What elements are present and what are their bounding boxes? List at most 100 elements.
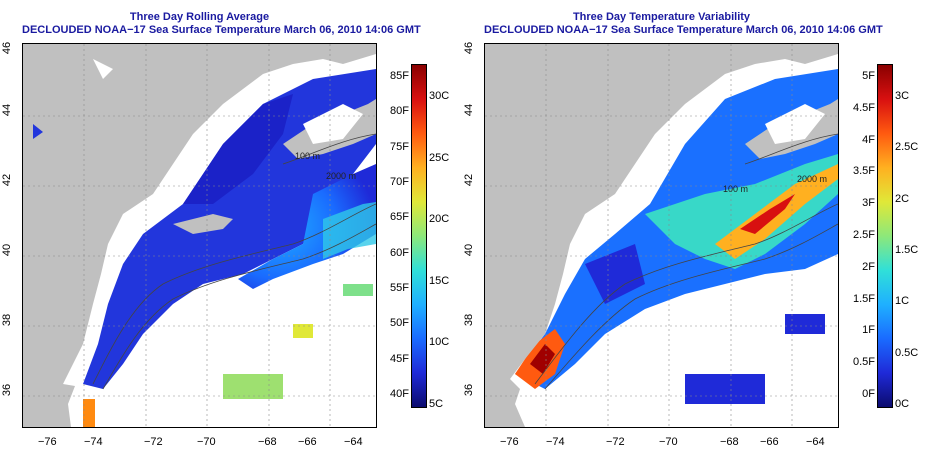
colorbar-c-label: 2.5C bbox=[895, 141, 919, 154]
colorbar-c-label: 25C bbox=[429, 151, 450, 164]
colorbar-c-label: 10C bbox=[429, 336, 450, 349]
left-land-us-coast bbox=[23, 44, 376, 427]
right-title-line2: DECLOUDED NOAA−17 Sea Surface Temperatur… bbox=[484, 24, 883, 36]
colorbar-c-label: 1.5C bbox=[895, 244, 919, 256]
right-xtick: −68 bbox=[720, 436, 739, 448]
colorbar-c-label: 1C bbox=[895, 295, 910, 308]
right-var-high-band bbox=[645, 154, 838, 269]
left-map-title: Three Day Rolling Average DECLOUDED NOAA… bbox=[22, 11, 421, 37]
colorbar-c-label: 0.5C bbox=[895, 346, 919, 359]
colorbar-f-label: 4F bbox=[862, 133, 875, 146]
colorbar-f-label: 2F bbox=[862, 260, 875, 273]
left-sst-patch bbox=[83, 399, 95, 427]
left-sst-patch bbox=[223, 374, 283, 399]
colorbar-f-label: 2.5F bbox=[852, 229, 875, 241]
left-xtick: −66 bbox=[298, 436, 317, 448]
right-colorbar bbox=[877, 64, 893, 408]
right-land-us-coast bbox=[485, 44, 838, 427]
left-land-white-patch bbox=[303, 104, 363, 144]
colorbar-f-label: 1F bbox=[862, 324, 875, 337]
left-sst-patch bbox=[343, 284, 373, 296]
colorbar-f-label: 0.5F bbox=[852, 356, 875, 369]
colorbar-f-label: 50F bbox=[390, 317, 409, 330]
left-colorbar bbox=[411, 64, 427, 408]
left-xtick: −64 bbox=[344, 436, 363, 448]
colorbar-f-label: 5F bbox=[862, 70, 875, 82]
colorbar-c-label: 20C bbox=[429, 213, 450, 226]
right-var-patch bbox=[785, 314, 825, 334]
left-ytick: 40 bbox=[1, 243, 14, 257]
left-land-white-patch bbox=[93, 59, 113, 79]
right-ytick: 46 bbox=[463, 41, 476, 55]
right-ytick: 38 bbox=[463, 313, 476, 327]
left-xtick: −74 bbox=[84, 436, 103, 448]
right-contour-label-2000m: 2000 m bbox=[797, 174, 827, 184]
left-sst-map: 100 m 2000 m bbox=[22, 43, 377, 428]
colorbar-f-label: 65F bbox=[390, 211, 409, 224]
left-bathymetry-contour bbox=[92, 203, 376, 385]
right-bathymetry-contour bbox=[744, 133, 838, 165]
colorbar-f-label: 85F bbox=[390, 70, 409, 82]
right-contour-label-100m: 100 m bbox=[723, 184, 748, 194]
right-xtick: −70 bbox=[659, 436, 678, 448]
right-var-low bbox=[585, 244, 645, 304]
right-ytick: 44 bbox=[463, 103, 476, 117]
left-title-line2: DECLOUDED NOAA−17 Sea Surface Temperatur… bbox=[22, 24, 421, 36]
colorbar-f-label: 4.5F bbox=[852, 101, 875, 114]
colorbar-f-label: 40F bbox=[390, 388, 409, 400]
right-ytick: 36 bbox=[463, 383, 476, 397]
right-ytick: 42 bbox=[463, 173, 476, 187]
left-ytick: 38 bbox=[1, 313, 14, 327]
right-xtick: −66 bbox=[760, 436, 779, 448]
right-xtick: −76 bbox=[500, 436, 519, 448]
left-ytick: 46 bbox=[1, 41, 14, 55]
left-sst-slope-band bbox=[238, 164, 376, 289]
colorbar-f-label: 3F bbox=[862, 197, 875, 210]
left-xtick: −68 bbox=[258, 436, 277, 448]
colorbar-f-label: 55F bbox=[390, 282, 409, 294]
right-graticule bbox=[485, 44, 838, 427]
right-xtick: −64 bbox=[806, 436, 825, 448]
left-ytick: 42 bbox=[1, 173, 14, 187]
colorbar-c-label: 0C bbox=[895, 398, 910, 410]
left-xtick: −76 bbox=[38, 436, 57, 448]
colorbar-c-label: 15C bbox=[429, 274, 450, 287]
colorbar-c-label: 3C bbox=[895, 90, 910, 102]
right-land-white-patch bbox=[765, 104, 825, 144]
left-bathymetry-contour bbox=[102, 223, 376, 390]
colorbar-c-label: 5C bbox=[429, 398, 444, 410]
colorbar-f-label: 60F bbox=[390, 246, 409, 259]
left-sst-deep-blue bbox=[183, 94, 293, 204]
left-bathymetry-contour bbox=[282, 133, 376, 165]
right-map-graphic: 100 m 2000 m bbox=[485, 44, 838, 427]
colorbar-f-label: 1.5F bbox=[852, 292, 875, 305]
colorbar-f-label: 75F bbox=[390, 140, 409, 153]
right-variability-map: 100 m 2000 m bbox=[484, 43, 839, 428]
left-ytick: 44 bbox=[1, 103, 14, 117]
right-xtick: −74 bbox=[546, 436, 565, 448]
left-coastal-white bbox=[33, 124, 43, 139]
left-map-graphic: 100 m 2000 m bbox=[23, 44, 376, 427]
right-map-title: Three Day Temperature Variability DECLOU… bbox=[484, 11, 883, 37]
right-xtick: −72 bbox=[606, 436, 625, 448]
left-graticule bbox=[23, 44, 376, 427]
colorbar-f-label: 45F bbox=[390, 352, 409, 365]
right-var-patch bbox=[685, 374, 765, 404]
right-title-line1: Three Day Temperature Variability bbox=[572, 11, 751, 23]
colorbar-c-label: 2C bbox=[895, 192, 910, 205]
colorbar-f-label: 70F bbox=[390, 176, 409, 188]
colorbar-c-label: 30C bbox=[429, 90, 450, 102]
right-bathymetry-contour bbox=[534, 203, 838, 385]
left-xtick: −70 bbox=[197, 436, 216, 448]
left-contour-label-2000m: 2000 m bbox=[326, 171, 356, 181]
left-sst-patch bbox=[293, 324, 313, 338]
colorbar-f-label: 80F bbox=[390, 105, 409, 118]
right-var-hot-streak bbox=[740, 194, 795, 234]
left-xtick: −72 bbox=[144, 436, 163, 448]
left-contour-label-100m: 100 m bbox=[295, 151, 320, 161]
colorbar-f-label: 0F bbox=[862, 388, 875, 400]
right-ytick: 40 bbox=[463, 243, 476, 257]
left-title-line1: Three Day Rolling Average bbox=[129, 11, 270, 23]
right-bathymetry-contour bbox=[544, 223, 838, 390]
colorbar-f-label: 3.5F bbox=[852, 165, 875, 178]
